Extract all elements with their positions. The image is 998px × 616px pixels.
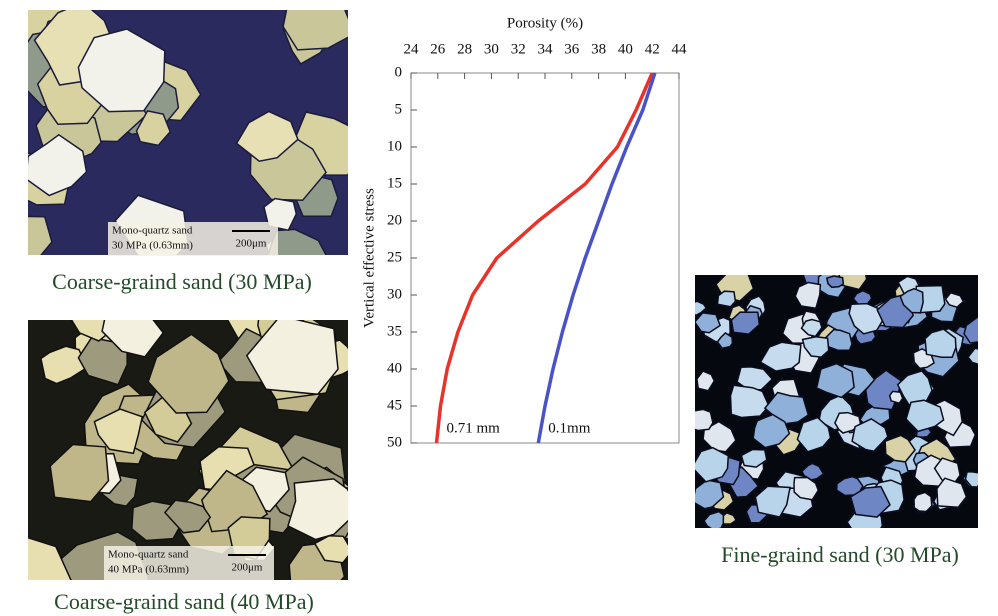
grain xyxy=(944,291,965,309)
grain xyxy=(730,311,761,335)
grain xyxy=(964,471,978,488)
y-tick-label: 15 xyxy=(387,175,402,191)
grain xyxy=(695,446,730,483)
micrograph xyxy=(695,275,978,528)
grain xyxy=(702,420,737,453)
grain xyxy=(287,478,348,541)
line-label: 0.1mm xyxy=(548,420,590,436)
grain xyxy=(696,370,716,392)
grain xyxy=(716,332,734,350)
grain xyxy=(729,384,770,419)
y-tick-label: 30 xyxy=(387,286,402,302)
plot-frame xyxy=(410,72,680,444)
grain xyxy=(793,476,820,501)
grain xyxy=(815,362,855,399)
x-tick-label: 30 xyxy=(484,41,499,57)
grain xyxy=(936,477,968,509)
y-tick-label: 0 xyxy=(395,64,403,80)
x-tick-label: 26 xyxy=(430,41,446,57)
data-line xyxy=(536,72,657,444)
grain xyxy=(851,418,889,453)
grain xyxy=(884,434,916,463)
line-label: 0.71 mm xyxy=(446,420,500,436)
y-tick-label: 25 xyxy=(387,249,402,265)
scale-bar-text: 200μm xyxy=(236,238,267,250)
scale-text: Mono-quartz sand xyxy=(108,549,189,561)
scale-text: 30 MPa (0.63mm) xyxy=(112,240,193,252)
scale-box xyxy=(104,546,274,580)
x-tick-label: 32 xyxy=(511,41,526,57)
grain xyxy=(794,281,822,310)
grain xyxy=(163,499,212,534)
grain xyxy=(77,28,166,113)
grain xyxy=(28,215,53,255)
x-tick-label: 38 xyxy=(591,41,606,57)
grain xyxy=(695,312,722,334)
y-tick-label: 35 xyxy=(387,323,402,339)
scale-text: 40 MPa (0.63mm) xyxy=(108,564,189,576)
grain xyxy=(40,345,88,385)
grain xyxy=(28,536,72,580)
scale-text: Mono-quartz sand xyxy=(112,225,193,237)
x-tick-label: 42 xyxy=(645,41,660,57)
x-tick-label: 36 xyxy=(564,41,580,57)
grain xyxy=(899,287,924,314)
grain xyxy=(888,390,904,405)
grain xyxy=(800,318,823,338)
grain xyxy=(825,275,845,289)
x-tick-label: 40 xyxy=(618,41,633,57)
data-line xyxy=(434,72,654,444)
micrograph xyxy=(28,320,348,580)
grain xyxy=(716,290,737,308)
grain xyxy=(101,320,165,358)
grain xyxy=(759,341,802,372)
grain xyxy=(313,534,348,564)
grain xyxy=(752,413,791,449)
grain xyxy=(905,399,945,433)
y-tick-label: 50 xyxy=(387,434,402,450)
scale-box xyxy=(108,222,278,256)
grain xyxy=(848,302,884,335)
grain xyxy=(703,510,725,528)
grain xyxy=(796,416,832,453)
caption: Coarse-graind sand (40 MPa) xyxy=(54,589,314,614)
grain xyxy=(282,10,348,51)
grain xyxy=(963,315,978,344)
x-axis-title: Porosity (%) xyxy=(507,15,583,31)
y-tick-label: 20 xyxy=(387,212,402,228)
caption: Fine-graind sand (30 MPa) xyxy=(721,542,959,567)
x-tick-label: 24 xyxy=(404,41,420,57)
grain xyxy=(695,408,714,432)
grain xyxy=(849,485,891,518)
grain xyxy=(49,443,110,503)
y-tick-label: 40 xyxy=(387,360,402,376)
x-tick-label: 28 xyxy=(457,41,472,57)
caption: Coarse-graind sand (30 MPa) xyxy=(52,269,312,294)
micrograph xyxy=(28,10,348,255)
grain xyxy=(28,133,88,197)
grain xyxy=(967,347,978,365)
grain xyxy=(913,491,933,513)
grain xyxy=(245,320,339,396)
grain xyxy=(754,485,791,518)
grain xyxy=(235,110,299,163)
grain xyxy=(695,300,708,317)
y-tick-label: 10 xyxy=(387,138,402,154)
scale-bar-text: 200μm xyxy=(232,562,263,574)
x-tick-label: 44 xyxy=(672,41,688,57)
x-tick-label: 34 xyxy=(538,41,554,57)
grain xyxy=(135,110,172,147)
y-tick-label: 45 xyxy=(387,397,402,413)
grain xyxy=(838,275,868,291)
grain xyxy=(93,408,144,455)
grain xyxy=(924,328,957,358)
y-tick-label: 5 xyxy=(395,101,403,117)
grain xyxy=(740,448,768,468)
grain xyxy=(147,333,230,414)
grain xyxy=(800,462,825,481)
y-axis-title: Vertical effective stress xyxy=(361,188,377,328)
grain xyxy=(801,336,830,358)
